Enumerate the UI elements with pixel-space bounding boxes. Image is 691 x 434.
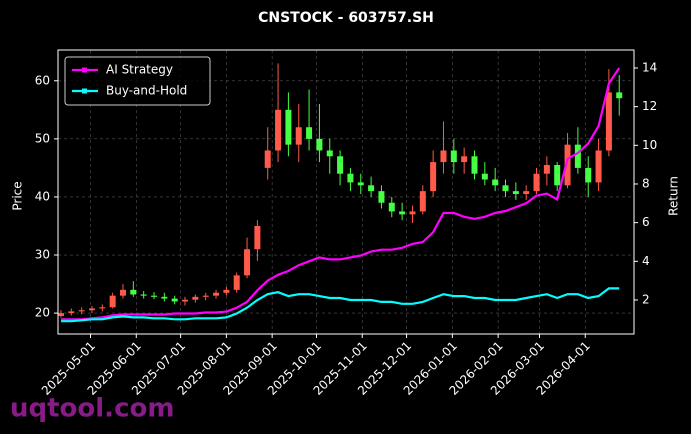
candle-body — [357, 182, 364, 186]
candle-body — [264, 150, 271, 168]
candle-body — [430, 162, 437, 192]
candle-body — [192, 296, 199, 300]
candle-body — [130, 289, 137, 295]
candle-body — [109, 295, 116, 308]
candle-body — [151, 295, 157, 297]
candle-body — [99, 307, 106, 309]
plot-frame — [57, 49, 635, 335]
candle-body — [275, 109, 282, 151]
y2-tick-label: 8 — [642, 176, 650, 190]
y2-tick-label: 2 — [642, 292, 650, 306]
candle-body — [68, 311, 75, 314]
y-tick-label: 60 — [35, 73, 50, 87]
legend-label: Buy-and-Hold — [106, 84, 187, 98]
candle-body — [233, 275, 240, 290]
candle-body — [523, 191, 530, 195]
y-tick-label: 50 — [35, 131, 50, 145]
candle-body — [326, 150, 333, 157]
candle-body — [140, 294, 147, 296]
candle-body — [78, 310, 85, 312]
candle-body — [471, 156, 478, 174]
candle-body — [481, 173, 488, 180]
y-tick-label: 30 — [35, 248, 50, 262]
candle-body — [285, 109, 292, 145]
candle-body — [616, 92, 623, 99]
candle-body — [254, 225, 261, 250]
series-line — [61, 67, 621, 321]
y2-tick-label: 10 — [642, 138, 657, 152]
candle-body — [378, 191, 385, 203]
chart-title: CNSTOCK - 603757.SH — [258, 10, 434, 26]
candle-body — [306, 127, 313, 139]
candle-body — [399, 211, 406, 215]
y2-tick-label: 12 — [642, 99, 657, 113]
y-axis-label: Price — [11, 181, 25, 210]
y-tick-label: 40 — [35, 189, 50, 203]
candle-body — [368, 185, 375, 192]
candle-body — [419, 191, 426, 212]
candle-body — [461, 156, 468, 163]
candle-body — [502, 185, 509, 192]
candle-body — [202, 295, 209, 297]
watermark: uqtool.com — [10, 394, 174, 424]
y-tick-label: 20 — [35, 306, 50, 320]
candle-body — [57, 313, 64, 316]
candle-body — [574, 144, 581, 168]
candle-body — [564, 144, 571, 186]
candle-body — [337, 156, 344, 174]
candle-body — [533, 173, 540, 192]
candle-body — [244, 249, 251, 276]
candle-body — [492, 179, 499, 186]
candle-body — [161, 296, 168, 299]
candle-body — [88, 308, 95, 311]
candle-body — [316, 138, 323, 151]
candle-body — [119, 289, 126, 296]
legend-box — [64, 56, 211, 106]
y2-axis-label: Return — [667, 176, 681, 216]
candle-body — [595, 150, 602, 183]
y2-tick-label: 14 — [642, 60, 657, 74]
y2-tick-label: 4 — [642, 254, 650, 268]
legend-label: AI Strategy — [106, 63, 173, 77]
series-line — [61, 287, 620, 323]
candle-body — [223, 289, 230, 293]
candle-body — [171, 298, 178, 302]
legend-marker — [82, 88, 87, 94]
candle-body — [388, 202, 395, 212]
candle-body — [440, 150, 447, 163]
candle-body — [213, 292, 220, 296]
y2-tick-label: 6 — [642, 215, 650, 229]
candle-body — [182, 299, 189, 302]
candle-body — [450, 150, 457, 163]
candle-body — [585, 167, 592, 183]
candle-body — [347, 173, 354, 183]
candle-body — [295, 127, 302, 145]
candle-body — [512, 191, 519, 195]
candle-body — [554, 164, 561, 186]
candle-body — [409, 211, 416, 215]
legend-marker — [82, 67, 87, 73]
candle-body — [543, 164, 550, 174]
candle-body — [605, 92, 612, 151]
